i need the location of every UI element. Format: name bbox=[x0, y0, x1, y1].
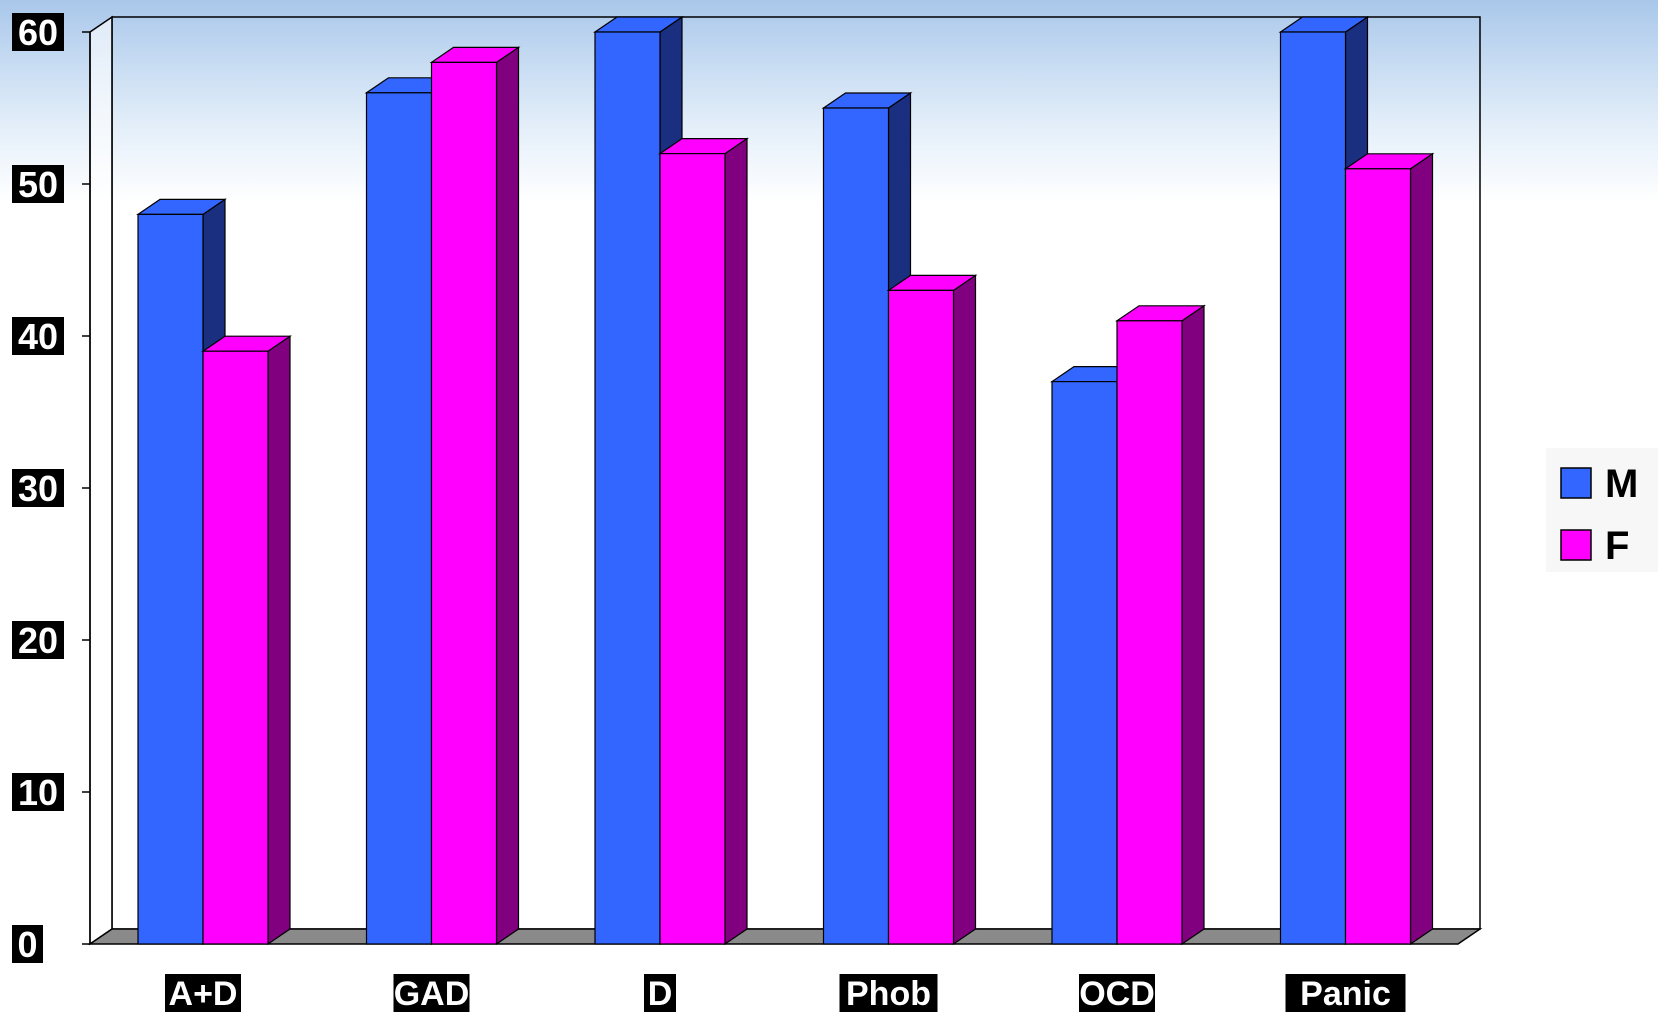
y-tick-label-bg bbox=[12, 165, 64, 203]
bar-side-face bbox=[495, 46, 520, 946]
category-label-bg bbox=[839, 974, 938, 1012]
bar-side-face bbox=[1181, 304, 1205, 946]
bar-front-face bbox=[1116, 320, 1183, 945]
bar-front-face bbox=[1279, 31, 1347, 945]
bar-front-face bbox=[887, 289, 955, 945]
y-tick-label-bg bbox=[12, 317, 64, 355]
bar-F-GAD bbox=[429, 46, 521, 946]
y-tick-label-bg bbox=[12, 925, 43, 963]
y-tick-label: 0 bbox=[17, 924, 37, 965]
bar-front-face bbox=[659, 153, 726, 945]
bar-F-A+D bbox=[201, 335, 292, 946]
legend-swatch-M bbox=[1560, 467, 1592, 499]
bar-front-face bbox=[594, 31, 661, 945]
category-label: Phob bbox=[846, 975, 931, 1013]
bar-F-Panic bbox=[1343, 152, 1435, 946]
y-tick-label: 50 bbox=[18, 164, 58, 205]
category-label-bg bbox=[1285, 974, 1406, 1012]
bar-side-face bbox=[724, 137, 748, 946]
category-label: OCD bbox=[1079, 975, 1155, 1013]
y-tick-label: 40 bbox=[18, 316, 58, 357]
legend-label-F: F bbox=[1605, 524, 1629, 568]
category-label-bg bbox=[644, 974, 676, 1012]
bar-front-face bbox=[365, 92, 433, 945]
y-tick-label: 60 bbox=[18, 12, 58, 53]
y-tick-label-bg bbox=[12, 13, 64, 51]
plot-left-wall bbox=[89, 15, 113, 946]
plot-floor bbox=[87, 928, 1483, 945]
category-label-bg bbox=[1079, 974, 1155, 1012]
bar-front-face bbox=[1051, 381, 1118, 945]
bar-side-face bbox=[267, 335, 291, 946]
bar-front-face bbox=[430, 61, 498, 945]
category-label: D bbox=[648, 975, 673, 1013]
y-tick-label: 20 bbox=[18, 620, 58, 661]
legend-swatch-F bbox=[1560, 529, 1592, 561]
bar-F-D bbox=[658, 137, 749, 946]
y-tick-label: 10 bbox=[18, 772, 58, 813]
category-label-bg bbox=[393, 974, 470, 1012]
category-label-bg bbox=[165, 974, 241, 1012]
y-tick-label-bg bbox=[12, 469, 64, 507]
category-label: Panic bbox=[1300, 975, 1391, 1013]
bar-front-face bbox=[137, 213, 204, 945]
bar-F-Phob bbox=[886, 274, 978, 946]
y-tick-label-bg bbox=[12, 621, 64, 659]
bar-side-face bbox=[952, 274, 977, 946]
bar-side-face bbox=[1409, 152, 1434, 946]
legend-label-M: M bbox=[1605, 462, 1638, 506]
bar-front-face bbox=[822, 107, 890, 945]
y-tick-label: 30 bbox=[18, 468, 58, 509]
category-label: GAD bbox=[394, 975, 470, 1013]
bar-front-face bbox=[202, 350, 269, 945]
bar-F-OCD bbox=[1115, 304, 1206, 946]
bar-front-face bbox=[1344, 168, 1412, 945]
y-tick-label-bg bbox=[12, 773, 64, 811]
category-label: A+D bbox=[169, 975, 238, 1013]
